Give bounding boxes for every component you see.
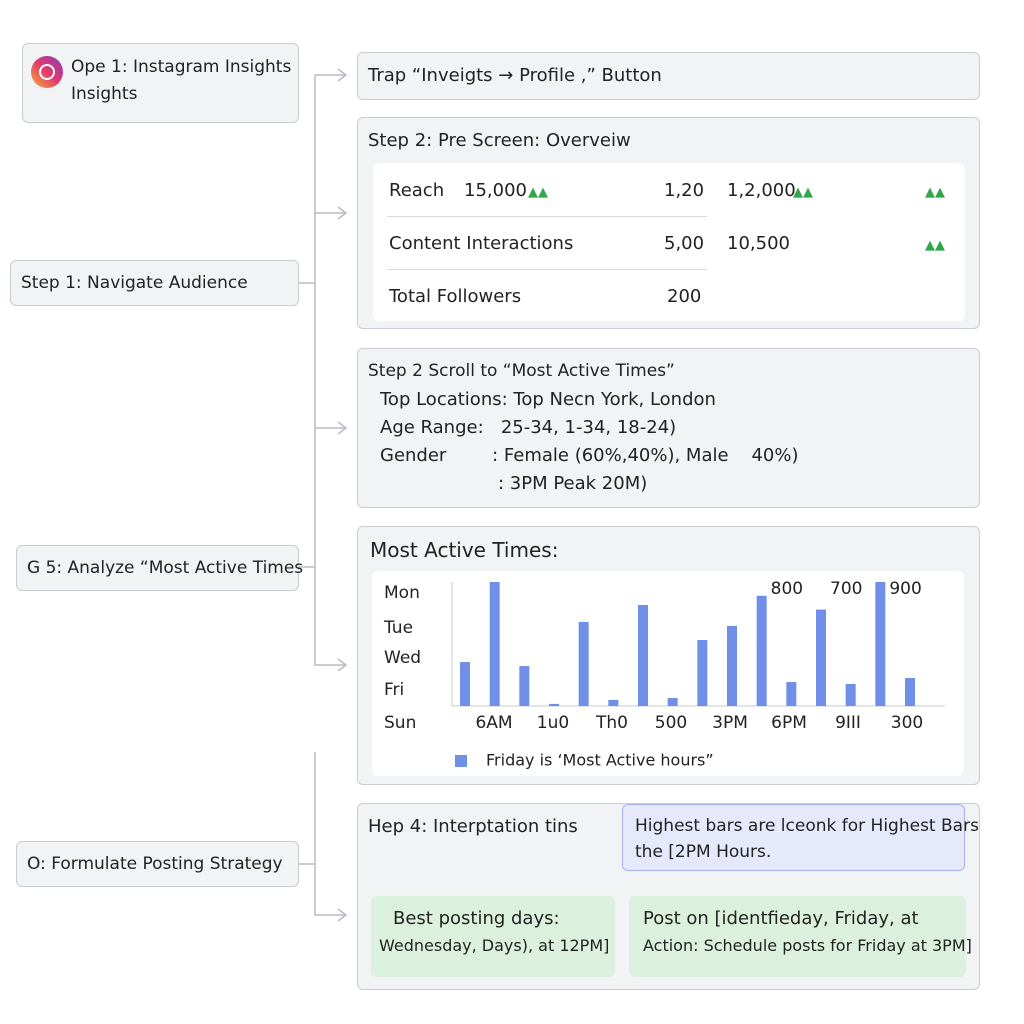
up-icon: ▲▲ <box>528 185 548 200</box>
x-label: 9III <box>835 713 861 733</box>
x-label: 500 <box>655 713 687 733</box>
step-title: Trap “Inveigts → Profile ,” Button <box>368 65 662 86</box>
metric-value: 1,20 <box>664 180 705 201</box>
bar <box>549 703 559 706</box>
step-text: Step 1: Navigate Audience <box>21 273 248 293</box>
tip-box: Post on [identfieday, Friday, at Action:… <box>629 896 972 977</box>
step-title: Step 2 Scroll to “Most Active Times” <box>368 361 675 381</box>
bar <box>845 683 856 706</box>
bar-chart: Mon Tue Wed Fri Sun 6AM 1u0 Th0 500 3PM 6PM 9III 300… <box>383 579 945 770</box>
tip-text: Action: Schedule posts for Friday at 3PM… <box>643 936 972 955</box>
up-icon: ▲▲ <box>793 185 813 200</box>
x-label: 1u0 <box>537 713 569 733</box>
day-label: Sun <box>384 713 416 733</box>
bar <box>875 582 886 706</box>
bar <box>727 625 737 706</box>
divider <box>387 216 707 217</box>
legend-swatch <box>455 755 467 767</box>
chart-card: Mon Tue Wed Fri Sun 6AM 1u0 Th0 500 3PM 6PM 9III 300… <box>372 571 964 776</box>
metric-value: 5,00 <box>664 233 705 254</box>
x-label: 6PM <box>771 713 807 733</box>
note-box: Highest bars are lceonk for Highest Bars… <box>622 804 979 871</box>
step-text: G 5: Analyze “Most Active Times <box>27 558 304 578</box>
x-label: 3PM <box>712 713 748 733</box>
audience-line: Gender : Female (60%,40%), Male 40%) <box>380 445 799 466</box>
day-label: Fri <box>384 680 404 700</box>
bar <box>489 582 500 706</box>
bar <box>905 678 915 706</box>
legend-text: Friday is ‘Most Active hours” <box>486 751 714 770</box>
overview-card: Reach 15,000 ▲▲ 1,20 1,2,000 ▲▲ ▲▲ Conte… <box>373 163 965 321</box>
x-label: Th0 <box>595 713 628 733</box>
step-title: Hep 4: Interptation tins <box>368 816 578 837</box>
bar <box>519 666 530 706</box>
bar <box>786 682 797 706</box>
chart-title: Most Active Times: <box>370 538 559 562</box>
bar <box>816 609 826 706</box>
audience-line: : 3PM Peak 20M) <box>498 473 648 494</box>
day-label: Wed <box>384 648 421 668</box>
icon-ring <box>39 64 55 80</box>
value-label: 800 <box>771 579 803 599</box>
metric-name: Reach <box>389 180 445 201</box>
overview-box: Step 2: Pre Screen: Overveiw Reach 15,00… <box>357 117 980 329</box>
step-box: Step 1: Navigate Audience <box>10 260 299 306</box>
tip-title: Best posting days: <box>393 908 560 929</box>
up-icon: ▲▲ <box>925 238 945 253</box>
bar <box>697 640 708 706</box>
instagram-icon <box>31 56 63 88</box>
step-box: Trap “Inveigts → Profile ,” Button <box>357 52 980 100</box>
day-label: Tue <box>383 618 413 638</box>
value-label: 900 <box>889 579 921 599</box>
bar <box>638 605 648 706</box>
up-icon: ▲▲ <box>925 185 945 200</box>
tip-title: Post on [identfieday, Friday, at <box>643 908 919 929</box>
tip-box: Best posting days: Wednesday, Days), at … <box>371 896 615 977</box>
audience-line: Age Range: 25-34, 1-34, 18-24) <box>380 417 677 438</box>
metric-value: 15,000 <box>464 180 527 201</box>
step-box: Ope 1: Instagram Insights Insights <box>22 43 299 123</box>
step-box: G 5: Analyze “Most Active Times <box>16 545 303 591</box>
note-text: Highest bars are lceonk for Highest Bars <box>635 816 979 836</box>
audience-box: Step 2 Scroll to “Most Active Times” Top… <box>357 348 980 508</box>
step-text: O: Formulate Posting Strategy <box>27 854 283 874</box>
note-text: the [2PM Hours. <box>635 842 772 862</box>
step-box: O: Formulate Posting Strategy <box>16 841 299 887</box>
x-label: 6AM <box>475 713 512 733</box>
bar <box>578 621 589 706</box>
metric-value: 10,500 <box>727 233 790 254</box>
metric-value: 1,2,000 <box>727 180 796 201</box>
step-text: Ope 1: Instagram Insights <box>71 57 292 77</box>
day-label: Mon <box>384 583 420 603</box>
bar <box>608 699 619 706</box>
bar <box>667 698 678 706</box>
bar <box>460 662 470 706</box>
step-title: Step 2: Pre Screen: Overveiw <box>368 130 631 151</box>
step-text: Insights <box>71 84 138 104</box>
value-label: 700 <box>830 579 862 599</box>
tip-text: Wednesday, Days), at 12PM] <box>379 936 610 955</box>
metric-value: 200 <box>667 286 702 307</box>
divider <box>387 269 707 270</box>
metric-name: Content Interactions <box>389 233 574 254</box>
metric-name: Total Followers <box>389 286 522 307</box>
audience-line: Top Locations: Top Necn York, London <box>380 389 716 410</box>
bar <box>756 595 767 706</box>
x-label: 300 <box>891 713 923 733</box>
